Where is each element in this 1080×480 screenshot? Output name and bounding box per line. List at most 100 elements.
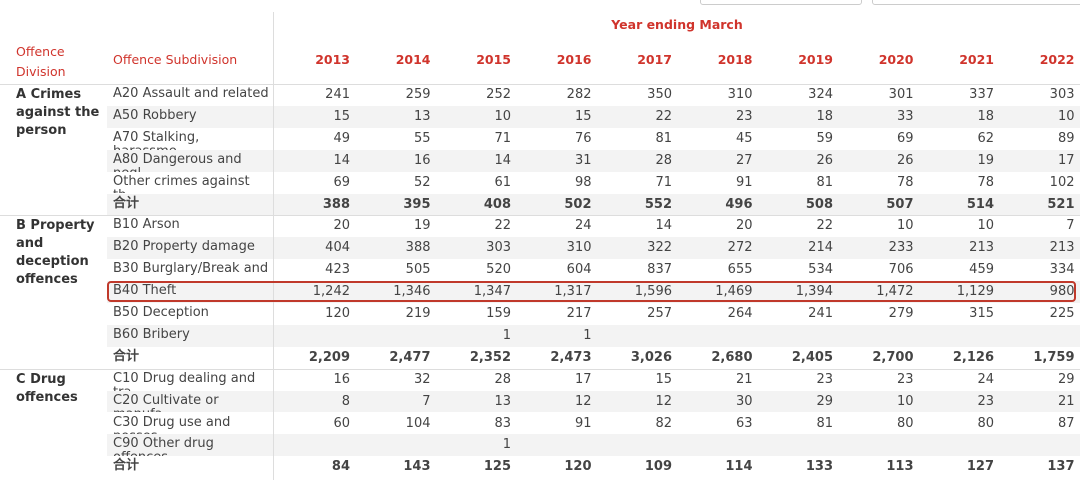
row-separator: [0, 84, 1080, 85]
cell-value: 104: [405, 415, 431, 431]
subdivision-label: C90 Other drug offences: [113, 436, 214, 456]
subdivision-label: A20 Assault and related ..: [113, 86, 269, 106]
cell-value: 508: [805, 196, 833, 212]
cell-value: 63: [735, 415, 753, 431]
cell-value: 16: [333, 371, 350, 387]
cell-value: 26: [896, 152, 914, 168]
cell-value: 83: [494, 415, 511, 431]
cell-value: 19: [413, 218, 431, 234]
cell-value: 213: [1049, 240, 1075, 256]
cell-value: 19: [977, 152, 994, 168]
cell-value: 13: [413, 108, 431, 124]
year-header: 2015: [476, 52, 511, 67]
cell-value: 2,680: [711, 349, 753, 365]
cell-value: 301: [888, 87, 914, 102]
cell-value: 1,759: [1033, 349, 1075, 365]
cell-value: 24: [574, 218, 592, 234]
cell-value: 423: [325, 262, 350, 278]
cell-value: 324: [808, 87, 833, 102]
row-separator: [0, 215, 1080, 217]
cell-value: 137: [1047, 459, 1075, 475]
cell-value: 980: [1049, 284, 1075, 300]
year-header: 2013: [315, 52, 350, 67]
cell-value: 3,026: [630, 349, 672, 365]
cell-value: 28: [655, 152, 672, 168]
cell-value: 49: [333, 130, 350, 146]
cell-value: 8: [341, 393, 350, 409]
row-band: [107, 390, 1080, 413]
cell-value: 1,469: [715, 284, 753, 300]
cell-value: 81: [655, 130, 672, 146]
cell-value: 337: [969, 87, 994, 102]
filter-box[interactable]: [872, 0, 1080, 5]
cell-value: 604: [566, 262, 592, 278]
subdivision-label: C20 Cultivate or manufa..: [113, 392, 219, 412]
cell-value: 23: [816, 371, 833, 387]
cell-value: 13: [494, 393, 511, 409]
cell-value: 521: [1047, 196, 1075, 212]
cell-value: 22: [494, 218, 511, 234]
cell-value: 21: [735, 371, 753, 387]
cell-value: 459: [969, 262, 994, 278]
cell-value: 32: [413, 371, 431, 387]
cell-value: 219: [405, 306, 431, 321]
cell-value: 837: [647, 262, 672, 278]
cell-value: 2,352: [469, 349, 511, 365]
cell-value: 61: [494, 174, 511, 190]
subdivision-label: B10 Arson: [113, 217, 180, 233]
cell-value: 159: [486, 306, 511, 321]
year-header: 2019: [798, 52, 833, 67]
cell-value: 10: [1057, 108, 1075, 124]
cell-value: 87: [1057, 415, 1075, 431]
cell-value: 1,317: [554, 284, 592, 300]
cell-value: 655: [727, 262, 753, 278]
cell-value: 334: [1049, 262, 1075, 278]
subdivision-label: A80 Dangerous and negl..: [113, 151, 242, 171]
cell-value: 62: [977, 130, 994, 146]
cell-value: 505: [405, 262, 431, 278]
cell-value: 21: [1057, 393, 1075, 409]
subdivision-label: 合计: [113, 348, 140, 364]
cell-value: 388: [322, 196, 350, 212]
cell-value: 12: [574, 393, 592, 409]
cell-value: 71: [655, 174, 672, 190]
cell-value: 71: [494, 130, 511, 146]
cell-value: 213: [969, 240, 994, 256]
division-label: C Drug offences: [16, 371, 78, 405]
cell-value: 120: [564, 459, 592, 475]
cell-value: 241: [325, 87, 350, 102]
cell-value: 143: [403, 459, 431, 475]
cell-value: 45: [735, 130, 753, 146]
row-band: [107, 105, 1080, 128]
cell-value: 7: [422, 393, 431, 409]
cell-value: 1: [583, 327, 592, 343]
cell-value: 78: [977, 174, 994, 190]
cell-value: 127: [966, 459, 994, 475]
cell-value: 310: [566, 240, 592, 256]
cell-value: 84: [331, 459, 350, 475]
cell-value: 282: [566, 87, 592, 102]
cell-value: 1,596: [634, 284, 672, 300]
cell-value: 16: [413, 152, 431, 168]
year-header: 2018: [717, 52, 753, 67]
cell-value: 1,242: [312, 284, 350, 300]
subdivision-label: 合计: [113, 195, 140, 211]
cell-value: 69: [896, 130, 914, 146]
row-separator: [0, 368, 1080, 370]
cell-value: 303: [486, 240, 511, 256]
cell-value: 24: [977, 371, 994, 387]
cell-value: 310: [727, 87, 753, 102]
row-band: [107, 193, 1080, 216]
subdivision-label: C30 Drug use and posses..: [113, 414, 231, 434]
cell-value: 15: [333, 108, 350, 124]
filter-box[interactable]: [700, 0, 862, 5]
cell-value: 80: [896, 415, 914, 431]
cell-value: 350: [647, 87, 672, 102]
cell-value: 706: [888, 262, 914, 278]
cell-value: 15: [574, 108, 592, 124]
cell-value: 552: [644, 196, 672, 212]
cell-value: 1,129: [956, 284, 994, 300]
cell-value: 2,477: [389, 349, 431, 365]
row-band: [107, 434, 1080, 457]
cell-value: 2,473: [550, 349, 592, 365]
